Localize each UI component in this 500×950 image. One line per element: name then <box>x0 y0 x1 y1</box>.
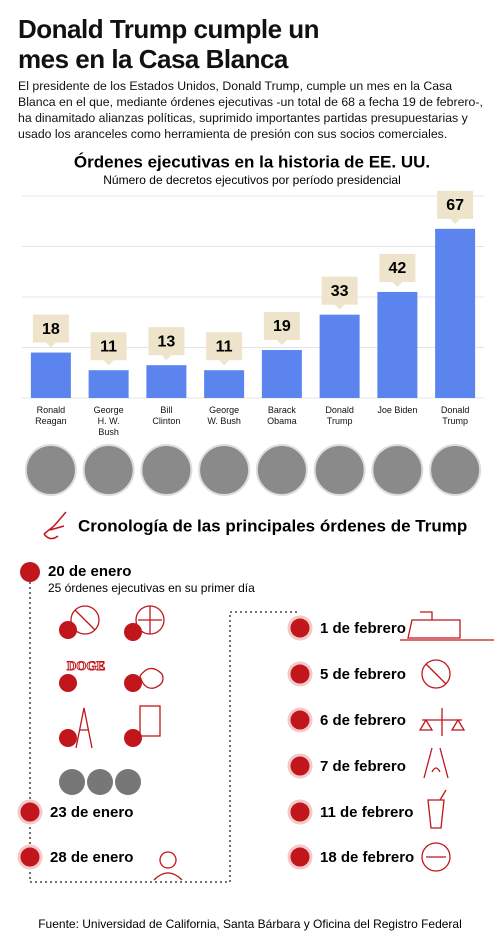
portrait <box>82 444 135 496</box>
event-date: 20 de enero <box>48 563 131 580</box>
event-note: 25 órdenes ejecutivas en su primer día <box>48 581 255 595</box>
bar <box>204 370 245 398</box>
value-label-pointer <box>450 218 461 224</box>
x-tick-label: Bill Clinton <box>152 405 181 426</box>
portrait <box>140 444 193 496</box>
event-dot <box>287 707 313 733</box>
value-label: 18 <box>42 321 60 338</box>
value-label-box <box>321 276 358 305</box>
event-dot <box>17 799 43 825</box>
event-dot <box>287 661 313 687</box>
value-label-box <box>379 253 416 282</box>
value-label: 11 <box>216 338 233 355</box>
event-date: 7 de febrero <box>320 758 406 775</box>
portrait <box>24 444 77 496</box>
icons <box>70 605 494 881</box>
x-tick-label: Ronald Reagan <box>35 405 67 426</box>
event-date: 18 de febrero <box>320 849 414 866</box>
x-tick-label: George W. Bush <box>207 405 241 426</box>
value-label-pointer <box>276 340 287 346</box>
chart-subtitle: Número de decretos ejecutivos por períod… <box>103 173 401 187</box>
value-label-box <box>148 327 185 356</box>
bar <box>146 365 187 398</box>
title: Donald Trump cumple un mes en la Casa Bl… <box>18 14 320 74</box>
value-label-box <box>206 332 243 361</box>
hand-icon <box>43 511 67 540</box>
value-label-pointer <box>103 360 114 366</box>
bar <box>88 370 129 398</box>
value-label-box <box>32 314 69 343</box>
portrait <box>313 444 366 496</box>
event-date: 11 de febrero <box>320 804 413 821</box>
timeline-start-dot <box>20 562 40 582</box>
timeline-title: Cronología de las principales órdenes de… <box>78 516 467 535</box>
event-dot <box>287 799 313 825</box>
value-label: 33 <box>331 283 349 300</box>
bar <box>435 228 476 398</box>
mini-portraits <box>59 769 141 795</box>
bar <box>30 352 71 398</box>
source: Fuente: Universidad de California, Santa… <box>38 917 462 931</box>
value-label-box <box>437 190 474 219</box>
intro: El presidente de los Estados Unidos, Don… <box>18 79 483 141</box>
event-dot <box>287 753 313 779</box>
event-date: 6 de febrero <box>320 712 406 729</box>
value-label-pointer <box>392 281 403 287</box>
x-tick-label: Barack Obama <box>267 405 297 426</box>
event-date: 1 de febrero <box>320 620 406 637</box>
x-tick-label: Donald Trump <box>440 405 470 426</box>
bar <box>319 314 360 398</box>
event-dot <box>287 844 313 870</box>
event-dot <box>287 615 313 641</box>
event-date: 5 de febrero <box>320 666 406 683</box>
doge-label: DOGE <box>67 658 105 673</box>
value-label-box <box>90 332 127 361</box>
timeline-path <box>29 572 300 883</box>
event-date: 28 de enero <box>50 849 133 866</box>
chart-title: Órdenes ejecutivas en la historia de EE.… <box>74 152 430 171</box>
portrait <box>429 444 482 496</box>
value-label: 13 <box>157 333 175 350</box>
x-tick-label: Donald Trump <box>325 405 354 426</box>
portrait <box>255 444 308 496</box>
portrait <box>198 444 251 496</box>
value-label-pointer <box>334 304 345 310</box>
bar <box>377 291 418 398</box>
value-label: 19 <box>273 318 291 335</box>
value-label: 42 <box>388 260 406 277</box>
portrait <box>371 444 424 496</box>
event-dot <box>17 844 43 870</box>
value-label-box <box>263 312 300 341</box>
bar <box>261 350 302 398</box>
value-label-pointer <box>45 342 56 348</box>
value-label-pointer <box>219 360 230 366</box>
value-label: 67 <box>446 197 464 214</box>
bullet-dots <box>59 621 142 747</box>
value-label-pointer <box>161 355 172 361</box>
x-tick-label: George H. W. Bush <box>93 405 124 437</box>
x-tick-label: Joe Biden <box>377 405 418 415</box>
value-label: 11 <box>100 338 117 355</box>
event-date: 23 de enero <box>50 804 133 821</box>
